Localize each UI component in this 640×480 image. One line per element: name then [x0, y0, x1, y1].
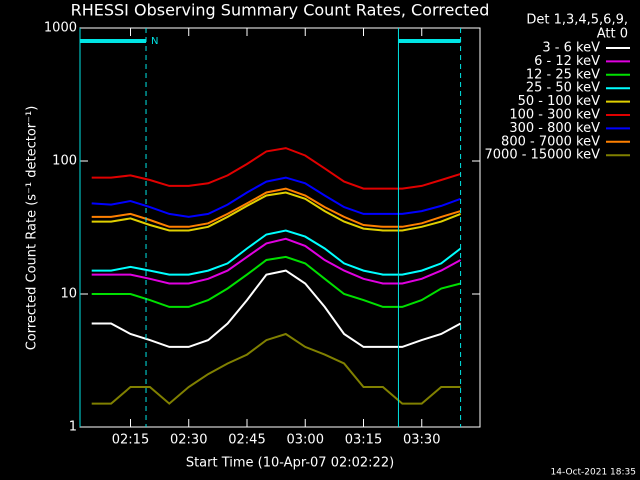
legend-label: 7000 - 15000 keV	[485, 148, 601, 163]
series-line	[91, 176, 461, 218]
series-line	[91, 255, 461, 308]
interval-label: N	[151, 36, 158, 47]
legend-label: 100 - 300 keV	[509, 108, 600, 123]
x-tick-label: 02:30	[170, 433, 207, 448]
x-tick-label: 02:45	[228, 433, 265, 448]
y-tick-label: 1	[69, 420, 77, 435]
series-line	[91, 187, 461, 228]
x-tick-label: 03:00	[287, 433, 324, 448]
x-tick-label: 03:30	[403, 433, 440, 448]
chart-title: RHESSI Observing Summary Count Rates, Co…	[71, 1, 490, 20]
legend-label: 3 - 6 keV	[542, 41, 600, 56]
x-tick-label: 02:15	[112, 433, 149, 448]
legend-label: 25 - 50 keV	[526, 81, 600, 96]
series-line	[91, 191, 461, 232]
y-axis-label: Corrected Count Rate (s⁻¹ detector⁻¹)	[25, 106, 40, 351]
x-axis-label: Start Time (10-Apr-07 02:02:22)	[186, 456, 394, 471]
y-tick-label: 1000	[44, 21, 77, 36]
y-tick-label: 10	[60, 287, 77, 302]
legend-title: Det 1,3,4,5,6,9,	[526, 13, 628, 28]
legend-label: 300 - 800 keV	[509, 121, 600, 136]
legend-label: 6 - 12 keV	[534, 54, 600, 69]
series-line	[91, 269, 462, 348]
legend-label: 800 - 7000 keV	[501, 134, 600, 149]
series-line	[91, 237, 462, 285]
series-line	[91, 332, 461, 405]
y-tick-label: 100	[52, 154, 77, 169]
x-tick-label: 03:15	[345, 433, 382, 448]
legend-title: Att 0	[597, 27, 628, 42]
legend-label: 50 - 100 keV	[518, 94, 601, 109]
legend-label: 12 - 25 keV	[526, 67, 600, 82]
series-line	[91, 229, 462, 276]
footer: 14-Oct-2021 18:35	[551, 468, 636, 478]
series-line	[91, 147, 461, 190]
